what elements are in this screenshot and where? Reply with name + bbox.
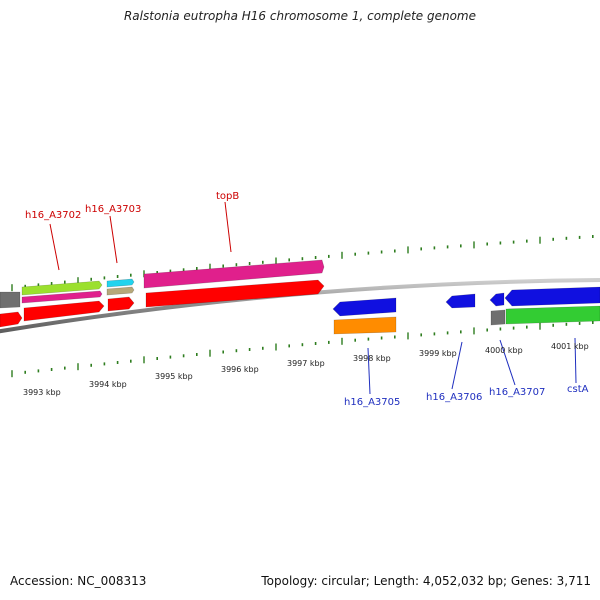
gene-label-h16_A3707[interactable]: h16_A3707 — [489, 387, 545, 398]
feature-blue-cstA[interactable] — [504, 286, 600, 307]
kbp-label: 3997 kbp — [287, 359, 325, 368]
topology-summary: Topology: circular; Length: 4,052,032 bp… — [261, 574, 591, 588]
feature-red-topB[interactable] — [145, 279, 325, 308]
feature-magenta-topB[interactable] — [143, 259, 325, 289]
kbp-label: 4000 kbp — [485, 346, 523, 355]
feature-gray-cstA[interactable] — [490, 309, 506, 326]
leader-line-topB — [224, 201, 232, 253]
leader-line-h16_A3706 — [451, 341, 463, 390]
feature-blue-h16_A3705[interactable] — [332, 297, 397, 317]
feature-track — [0, 259, 600, 335]
kbp-label: 3999 kbp — [419, 349, 457, 358]
gene-label-h16_A3703[interactable]: h16_A3703 — [85, 204, 141, 215]
tick-row-bottom — [11, 321, 594, 378]
feature-tan[interactable] — [106, 286, 135, 296]
kbp-label: 3993 kbp — [23, 388, 61, 397]
kbp-label: 3995 kbp — [155, 372, 193, 381]
feature-red-mid[interactable] — [107, 296, 135, 312]
feature-red-small[interactable] — [23, 300, 105, 322]
feature-green-cstA[interactable] — [505, 305, 600, 325]
leader-line-h16_A3707 — [499, 339, 516, 386]
feature-gray-left[interactable] — [0, 291, 21, 309]
gene-label-topB[interactable]: topB — [216, 191, 239, 202]
feature-blue-small[interactable] — [489, 292, 505, 307]
gene-label-h16_A3702[interactable]: h16_A3702 — [25, 210, 81, 221]
kbp-label: 3998 kbp — [353, 354, 391, 363]
leader-line-h16_A3705 — [367, 347, 371, 395]
feature-orange-h16_A3705[interactable] — [333, 316, 397, 335]
feature-red-edge[interactable] — [0, 311, 23, 328]
feature-blue-h16_A3706[interactable] — [445, 293, 476, 309]
feature-magenta-small[interactable] — [21, 290, 103, 304]
gene-label-cstA[interactable]: cstA — [567, 384, 589, 395]
kbp-label: 4001 kbp — [551, 342, 589, 351]
kbp-labels: 3993 kbp 3994 kbp 3995 kbp 3996 kbp 3997… — [23, 342, 589, 397]
accession-label: Accession: NC_008313 — [10, 574, 147, 588]
leader-line-cstA — [574, 337, 577, 384]
leader-line-h16_A3702 — [49, 223, 60, 271]
kbp-label: 3996 kbp — [221, 365, 259, 374]
kbp-label: 3994 kbp — [89, 380, 127, 389]
genome-title: Ralstonia eutropha H16 chromosome 1, com… — [123, 9, 477, 23]
gene-labels: h16_A3702 h16_A3703 topB h16_A3705 h16_A… — [25, 191, 589, 408]
feature-lime[interactable] — [21, 280, 103, 296]
leader-lines — [49, 201, 577, 395]
leader-line-h16_A3703 — [109, 215, 118, 264]
gene-label-h16_A3705[interactable]: h16_A3705 — [344, 397, 400, 408]
feature-cyan[interactable] — [106, 278, 135, 288]
gene-label-h16_A3706[interactable]: h16_A3706 — [426, 392, 482, 403]
